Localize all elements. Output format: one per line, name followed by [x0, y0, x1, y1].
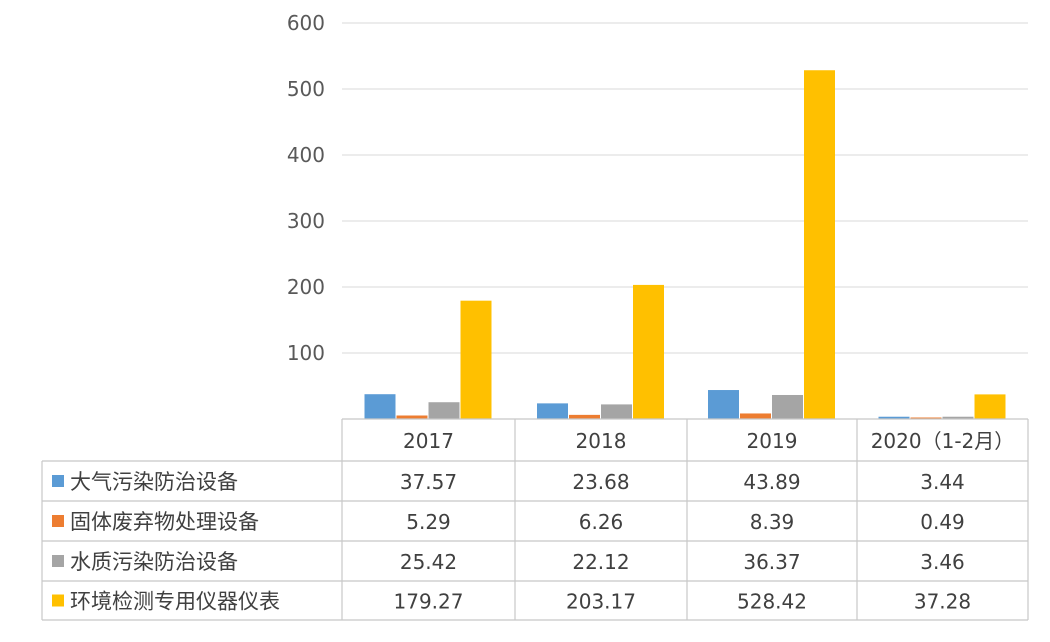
bar	[537, 403, 568, 419]
legend-swatch	[52, 475, 64, 487]
legend-label: 大气污染防治设备	[70, 470, 238, 494]
data-label: 0.49	[920, 510, 965, 534]
data-label: 203.17	[566, 590, 636, 614]
data-label: 37.28	[914, 590, 971, 614]
bars	[364, 70, 1006, 419]
bar	[364, 394, 396, 419]
y-tick-label: 100	[287, 341, 325, 365]
x-tick-label: 2017	[403, 429, 454, 453]
data-label: 3.44	[920, 470, 965, 494]
legend-label: 环境检测专用仪器仪表	[70, 590, 280, 614]
data-label: 23.68	[572, 470, 629, 494]
data-label: 22.12	[572, 550, 629, 574]
data-label: 37.57	[400, 470, 457, 494]
y-axis: 100 200 300 400 500 600	[287, 11, 325, 365]
data-label: 36.37	[743, 550, 800, 574]
x-tick-label: 2018	[576, 429, 627, 453]
bar	[878, 416, 910, 419]
bar	[804, 70, 835, 419]
bar	[942, 416, 974, 419]
data-label: 8.39	[750, 510, 795, 534]
bar	[974, 394, 1006, 419]
data-label: 528.42	[737, 590, 807, 614]
y-tick-label: 300	[287, 209, 325, 233]
y-tick-label: 600	[287, 11, 325, 35]
data-label: 6.26	[579, 510, 624, 534]
x-tick-label: 2019	[747, 429, 798, 453]
bar	[910, 417, 942, 419]
data-label: 179.27	[394, 590, 464, 614]
y-tick-label: 200	[287, 275, 325, 299]
bar	[601, 404, 632, 419]
bar	[569, 414, 600, 419]
bar	[460, 300, 492, 419]
x-tick-label: 2020（1-2月）	[871, 429, 1015, 453]
gridlines	[342, 22, 1028, 354]
bar	[772, 394, 803, 419]
legend-label: 水质污染防治设备	[70, 550, 238, 574]
legend-label: 固体废弃物处理设备	[70, 510, 259, 534]
bar	[708, 390, 739, 419]
y-tick-label: 400	[287, 143, 325, 167]
bar	[396, 415, 428, 419]
legend-swatch	[52, 594, 64, 607]
bar	[428, 402, 460, 419]
data-label: 3.46	[920, 550, 965, 574]
legend-swatch	[52, 555, 64, 567]
data-label: 25.42	[400, 550, 457, 574]
data-table: 2017 2018 2019 2020（1-2月） 大气污染防治设备 37.57 23.68…	[41, 418, 1029, 621]
y-tick-label: 500	[287, 77, 325, 101]
bar	[633, 284, 664, 419]
bar	[740, 413, 771, 419]
legend-swatch	[52, 515, 64, 527]
data-label: 43.89	[743, 470, 800, 494]
data-label: 5.29	[406, 510, 451, 534]
